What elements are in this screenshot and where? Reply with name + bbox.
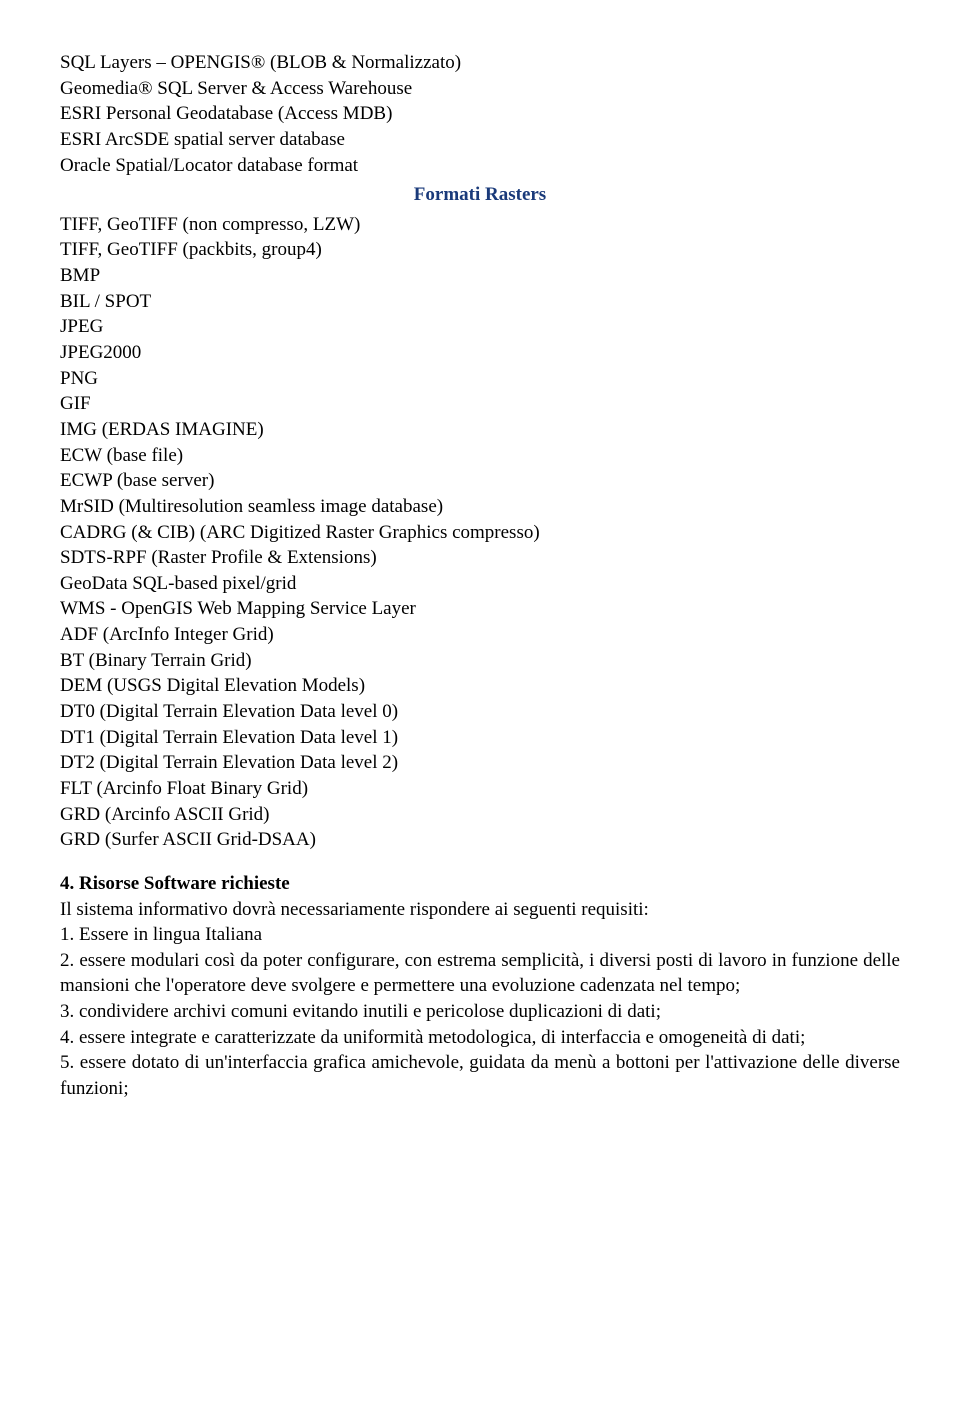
list-item: GRD (Arcinfo ASCII Grid) xyxy=(60,802,900,828)
requirement-item: 3. condividere archivi comuni evitando i… xyxy=(60,999,900,1025)
list-item: JPEG2000 xyxy=(60,340,900,366)
list-item: GIF xyxy=(60,391,900,417)
list-item: BMP xyxy=(60,263,900,289)
list-item: IMG (ERDAS IMAGINE) xyxy=(60,417,900,443)
list-item: WMS - OpenGIS Web Mapping Service Layer xyxy=(60,596,900,622)
list-item: SDTS-RPF (Raster Profile & Extensions) xyxy=(60,545,900,571)
requirement-item: 2. essere modulari così da poter configu… xyxy=(60,948,900,999)
list-item: GRD (Surfer ASCII Grid-DSAA) xyxy=(60,827,900,853)
requirement-item: 4. essere integrate e caratterizzate da … xyxy=(60,1025,900,1051)
list-item: ECW (base file) xyxy=(60,443,900,469)
list-item: Geomedia® SQL Server & Access Warehouse xyxy=(60,76,900,102)
list-item: SQL Layers – OPENGIS® (BLOB & Normalizza… xyxy=(60,50,900,76)
raster-formats-block: TIFF, GeoTIFF (non compresso, LZW) TIFF,… xyxy=(60,212,900,853)
list-item: BIL / SPOT xyxy=(60,289,900,315)
list-item: TIFF, GeoTIFF (non compresso, LZW) xyxy=(60,212,900,238)
section-4-title: 4. Risorse Software richieste xyxy=(60,871,900,897)
section-4-intro: Il sistema informativo dovrà necessariam… xyxy=(60,897,900,923)
sql-layers-block: SQL Layers – OPENGIS® (BLOB & Normalizza… xyxy=(60,50,900,178)
list-item: DT0 (Digital Terrain Elevation Data leve… xyxy=(60,699,900,725)
rasters-heading: Formati Rasters xyxy=(60,182,900,208)
list-item: BT (Binary Terrain Grid) xyxy=(60,648,900,674)
list-item: TIFF, GeoTIFF (packbits, group4) xyxy=(60,237,900,263)
list-item: GeoData SQL-based pixel/grid xyxy=(60,571,900,597)
list-item: ESRI ArcSDE spatial server database xyxy=(60,127,900,153)
list-item: ECWP (base server) xyxy=(60,468,900,494)
list-item: DT1 (Digital Terrain Elevation Data leve… xyxy=(60,725,900,751)
list-item: FLT (Arcinfo Float Binary Grid) xyxy=(60,776,900,802)
list-item: ESRI Personal Geodatabase (Access MDB) xyxy=(60,101,900,127)
list-item: DEM (USGS Digital Elevation Models) xyxy=(60,673,900,699)
list-item: PNG xyxy=(60,366,900,392)
requirement-item: 5. essere dotato di un'interfaccia grafi… xyxy=(60,1050,900,1101)
list-item: ADF (ArcInfo Integer Grid) xyxy=(60,622,900,648)
list-item: CADRG (& CIB) (ARC Digitized Raster Grap… xyxy=(60,520,900,546)
list-item: JPEG xyxy=(60,314,900,340)
list-item: MrSID (Multiresolution seamless image da… xyxy=(60,494,900,520)
list-item: Oracle Spatial/Locator database format xyxy=(60,153,900,179)
requirement-item: 1. Essere in lingua Italiana xyxy=(60,922,900,948)
list-item: DT2 (Digital Terrain Elevation Data leve… xyxy=(60,750,900,776)
